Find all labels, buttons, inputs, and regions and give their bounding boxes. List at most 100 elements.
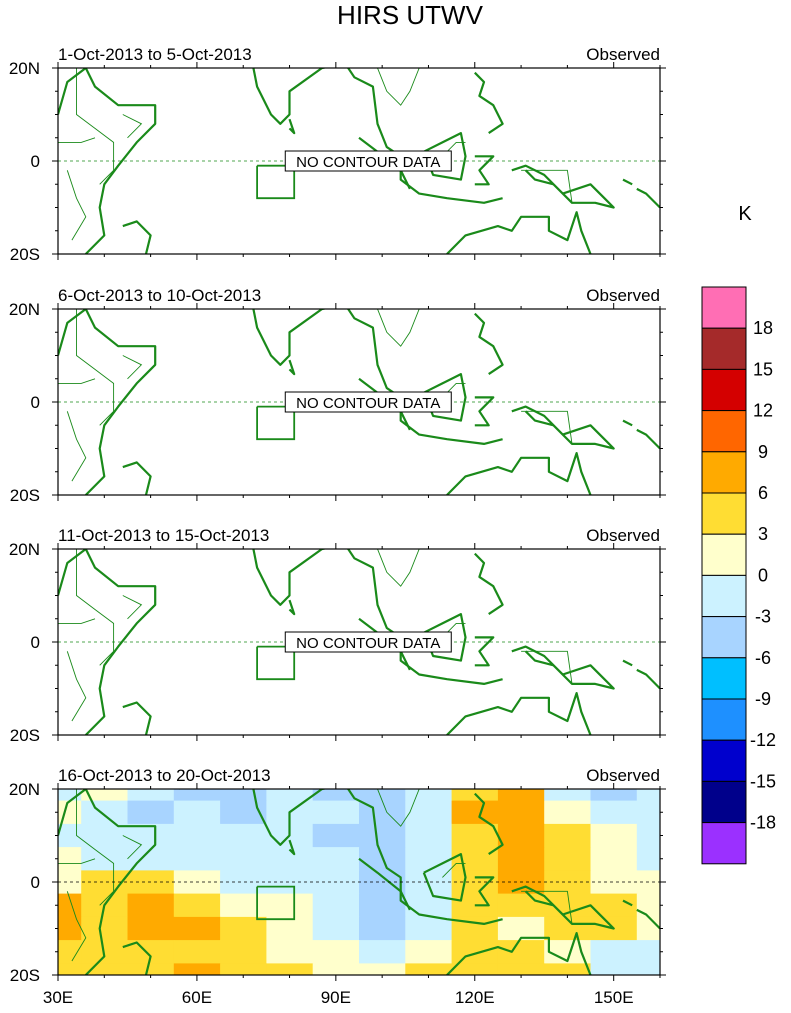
heatmap-cell <box>544 800 592 825</box>
heatmap-cell <box>266 789 314 802</box>
coastline <box>288 599 296 616</box>
heatmap-cell <box>220 800 267 825</box>
heatmap-cell <box>405 800 453 825</box>
colorbar-swatch <box>701 739 747 782</box>
colorbar: K 18 15 12 9 6 3 0 -3 -6 -9 -12 -15 -18 <box>701 203 776 865</box>
region-box <box>256 885 296 921</box>
colorbar-swatch <box>701 574 747 618</box>
coastline <box>636 668 660 690</box>
colorbar-label: 15 <box>753 359 773 379</box>
coastline <box>252 309 503 445</box>
heatmap-cell <box>266 893 314 918</box>
coastline <box>474 312 504 376</box>
coastlines <box>58 309 660 495</box>
colorbar-swatch <box>701 533 747 576</box>
heatmap-cell <box>497 823 545 848</box>
country-border <box>66 891 87 962</box>
y-tick-label: 0 <box>31 873 40 892</box>
heatmap-cell <box>312 963 360 975</box>
heatmap-cell <box>636 893 660 918</box>
heatmap-cell <box>58 847 82 871</box>
no-data-box <box>284 150 452 172</box>
heatmap-cell <box>127 847 175 871</box>
country-border <box>377 789 420 827</box>
y-tick-label: 20N <box>9 300 40 319</box>
country-border <box>442 862 466 878</box>
coastline <box>122 941 152 975</box>
heatmap-cell <box>81 847 129 871</box>
country-border <box>76 549 115 666</box>
colorbar-swatch <box>701 492 747 535</box>
heatmap-cell <box>451 940 499 964</box>
map-panels: 20N 0 20S 1-Oct-2013 to 5-Oct-2013 Observed N… <box>9 45 666 1007</box>
heatmap-cell <box>405 847 453 871</box>
main-title: HIRS UTWV <box>337 0 484 30</box>
country-border <box>377 68 420 106</box>
colorbar-swatch <box>701 368 747 412</box>
heatmap-cell <box>220 963 267 975</box>
colorbar-label: 12 <box>753 401 773 421</box>
heatmap-cell <box>544 963 592 975</box>
colorbar-swatch <box>701 780 747 824</box>
heatmap-cell <box>58 940 82 964</box>
colorbar-swatch <box>701 327 747 370</box>
country-border <box>58 378 96 384</box>
coastline <box>58 549 157 735</box>
panel-right-label: Observed <box>586 766 660 785</box>
colorbar-label: 3 <box>758 524 768 544</box>
heatmap-cell <box>58 963 82 975</box>
heatmap-cell <box>636 789 660 802</box>
country-border <box>521 169 573 203</box>
heatmap-cell <box>544 823 592 848</box>
heatmap-cell <box>127 963 175 975</box>
colorbar-label: -9 <box>755 689 771 709</box>
heatmap-cell <box>359 963 406 975</box>
coastline <box>474 552 504 616</box>
coastline <box>474 876 495 907</box>
coastline <box>474 396 495 427</box>
country-border <box>58 137 96 143</box>
heatmap-cell <box>173 963 221 975</box>
coastline <box>511 164 615 209</box>
no-data-box <box>284 631 452 653</box>
heatmap-cell <box>359 823 406 848</box>
colorbar-label: -15 <box>750 771 776 791</box>
coastline <box>511 645 615 690</box>
colorbar-swatch <box>701 657 747 700</box>
colorbar-swatch <box>701 286 747 329</box>
heatmap-cell <box>220 940 267 964</box>
coastline <box>474 792 504 856</box>
colorbar-swatch <box>701 410 747 453</box>
heatmap-cell <box>220 823 267 848</box>
region-box <box>256 164 296 200</box>
colorbar-label: -6 <box>755 648 771 668</box>
map-panel: 20N 0 20S 1-Oct-2013 to 5-Oct-2013 Observed N… <box>9 45 666 264</box>
heatmap-cell <box>451 963 499 975</box>
country-border <box>66 170 87 241</box>
coastline <box>622 659 633 667</box>
heatmap-cell <box>590 940 638 964</box>
heatmap-cell <box>544 870 592 895</box>
heatmap-cell <box>81 823 129 848</box>
heatmap-cell <box>636 800 660 825</box>
colorbar-label: 18 <box>753 318 773 338</box>
country-border <box>521 650 573 684</box>
country-border <box>76 309 115 426</box>
y-tick-label: 0 <box>31 633 40 652</box>
coastlines <box>58 549 660 735</box>
heatmap-cell <box>220 893 267 918</box>
coastline <box>58 309 157 495</box>
coastline <box>474 155 495 186</box>
country-border <box>58 618 96 624</box>
coastline <box>622 178 633 186</box>
colorbar-label: -12 <box>750 730 776 750</box>
no-data-box <box>284 391 452 413</box>
heatmap-cell <box>590 800 638 825</box>
heatmap-cell <box>220 847 267 871</box>
y-tick-label: 20N <box>9 59 40 78</box>
coastline <box>446 691 592 735</box>
coastline <box>252 68 503 204</box>
colorbar-unit-label: K <box>738 203 752 225</box>
coastline <box>622 899 633 907</box>
heatmap-cell <box>173 823 221 848</box>
